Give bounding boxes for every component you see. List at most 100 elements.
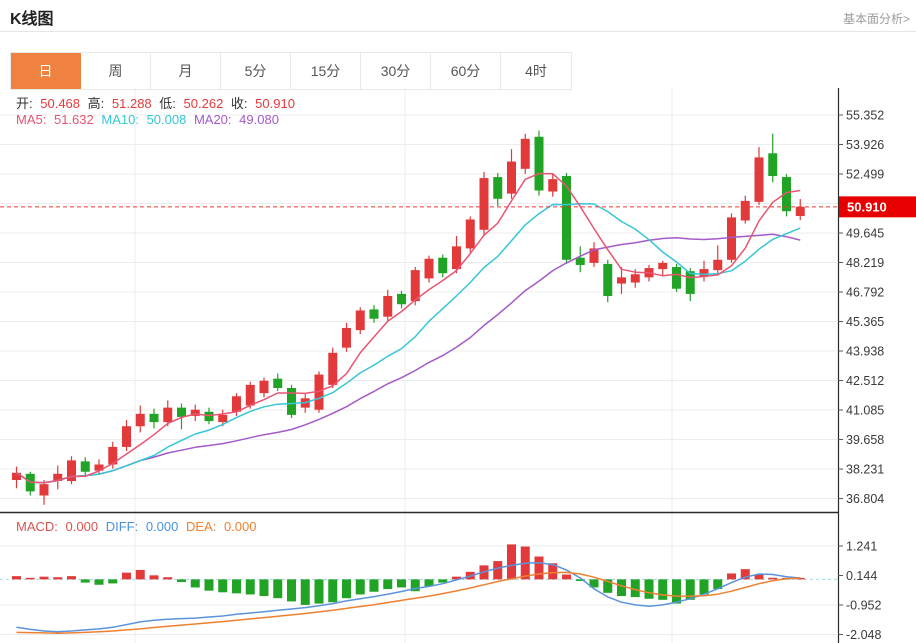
chart-section: 55.352 53.926 52.499 49.645 48.219 46.792 45.3…	[0, 88, 916, 643]
price-badge	[839, 196, 916, 218]
macd-bar	[699, 579, 709, 595]
low-label: 低:	[159, 96, 176, 111]
fundamental-analysis-link[interactable]: 基本面分析>	[842, 12, 910, 26]
macd-bar	[135, 569, 145, 580]
candle-body	[782, 177, 791, 212]
candle-body	[328, 352, 338, 385]
macd-bar	[67, 576, 76, 580]
open-label: 开:	[16, 96, 33, 111]
y-axis-label: -0.952	[846, 598, 881, 612]
macd-bar	[383, 579, 393, 590]
macd-bar	[644, 579, 654, 599]
interval-tab-5分[interactable]: 5分	[221, 53, 291, 89]
macd-bar	[328, 579, 338, 603]
macd-bar	[245, 579, 255, 595]
candle-body	[314, 374, 324, 410]
interval-tab-周[interactable]: 周	[81, 53, 151, 89]
macd-bar	[108, 579, 118, 584]
macd-value: 0.000	[65, 519, 99, 534]
macd-bar	[300, 579, 310, 605]
ma10-value: 50.008	[146, 112, 187, 127]
candle-body	[108, 446, 118, 465]
ma-legend: MA5: 51.632 MA10: 50.008 MA20: 49.080	[16, 112, 283, 127]
interval-tab-30分[interactable]: 30分	[361, 53, 431, 89]
candle-body	[12, 472, 21, 481]
candle-body	[630, 274, 640, 283]
candle-body	[534, 136, 544, 191]
candle-body	[163, 407, 173, 423]
interval-tab-月[interactable]: 月	[151, 53, 221, 89]
page-title: K线图	[10, 11, 54, 28]
macd-bar	[12, 576, 21, 580]
candle-body	[232, 396, 241, 412]
interval-tab-4时[interactable]: 4时	[501, 53, 571, 89]
high-label: 高:	[87, 96, 105, 111]
candle-body	[67, 460, 76, 482]
macd-bar	[740, 569, 750, 580]
macd-bar	[575, 579, 585, 581]
candle-body	[507, 161, 516, 194]
macd-bar	[562, 574, 571, 580]
candle-body	[727, 217, 736, 260]
candle-body	[754, 157, 764, 202]
interval-tab-60分[interactable]: 60分	[431, 53, 501, 89]
y-axis-label: 39.658	[846, 433, 884, 447]
y-axis-label: 53.926	[846, 138, 884, 152]
candle-body	[410, 270, 420, 302]
candle-body	[204, 411, 214, 422]
dea-label: DEA:	[185, 519, 217, 534]
macd-bar	[53, 577, 63, 580]
y-axis-label: 49.645	[846, 227, 884, 241]
macd-bar	[548, 563, 558, 580]
macd-bar	[713, 579, 723, 590]
ma10-label: MA10:	[101, 112, 139, 127]
interval-tabbar: 日周月 5分 15分 30分 60分 4时	[10, 52, 572, 90]
macd-bar	[149, 575, 159, 580]
candle-body	[369, 309, 379, 319]
ma5-value: 51.632	[53, 112, 94, 127]
ma20-label: MA20:	[193, 112, 232, 127]
macd-bar	[163, 577, 173, 580]
macd-legend: MACD: 0.000 DIFF: 0.000 DEA: 0.000	[16, 519, 261, 534]
candle-body	[617, 277, 626, 284]
macd-bar	[672, 579, 681, 604]
candle-body	[589, 248, 599, 263]
macd-bar	[25, 577, 35, 580]
price-badge-label: 50.910	[847, 199, 887, 214]
macd-bar	[754, 574, 764, 580]
diff-line	[16, 561, 801, 633]
candle-body	[452, 246, 461, 270]
candle-body	[424, 258, 434, 279]
candle-body	[177, 407, 186, 417]
macd-label: MACD:	[16, 519, 58, 534]
diff-value: 0.000	[145, 519, 179, 534]
candle-body	[438, 257, 448, 274]
dea-line	[16, 571, 801, 634]
macd-bar	[397, 579, 406, 588]
candle-body	[658, 262, 668, 270]
macd-bar	[177, 579, 186, 583]
macd-bar	[369, 579, 379, 592]
candle-body	[218, 414, 228, 423]
candle-body	[259, 380, 269, 394]
y-axis-label: 43.938	[846, 345, 884, 359]
macd-bar	[232, 579, 241, 594]
candle-body	[603, 263, 613, 296]
candle-body	[465, 219, 475, 249]
macd-bar	[204, 579, 214, 591]
macd-bar	[658, 579, 668, 600]
macd-bar	[630, 579, 640, 598]
kline-chart-canvas[interactable]: 55.352 53.926 52.499 49.645 48.219 46.792 45.3…	[0, 88, 916, 643]
diff-label: DIFF:	[105, 519, 139, 534]
macd-bar	[287, 579, 296, 602]
y-axis-label: 46.792	[846, 286, 884, 300]
interval-tab-15分[interactable]: 15分	[291, 53, 361, 89]
macd-bar	[190, 579, 200, 588]
interval-tab-日[interactable]: 日	[11, 53, 81, 89]
candle-body	[149, 413, 159, 423]
y-axis-label: 41.085	[846, 404, 884, 418]
y-axis-label: 38.231	[846, 463, 884, 477]
macd-bar	[273, 579, 283, 599]
candle-body	[39, 484, 49, 496]
candle-body	[548, 179, 558, 192]
